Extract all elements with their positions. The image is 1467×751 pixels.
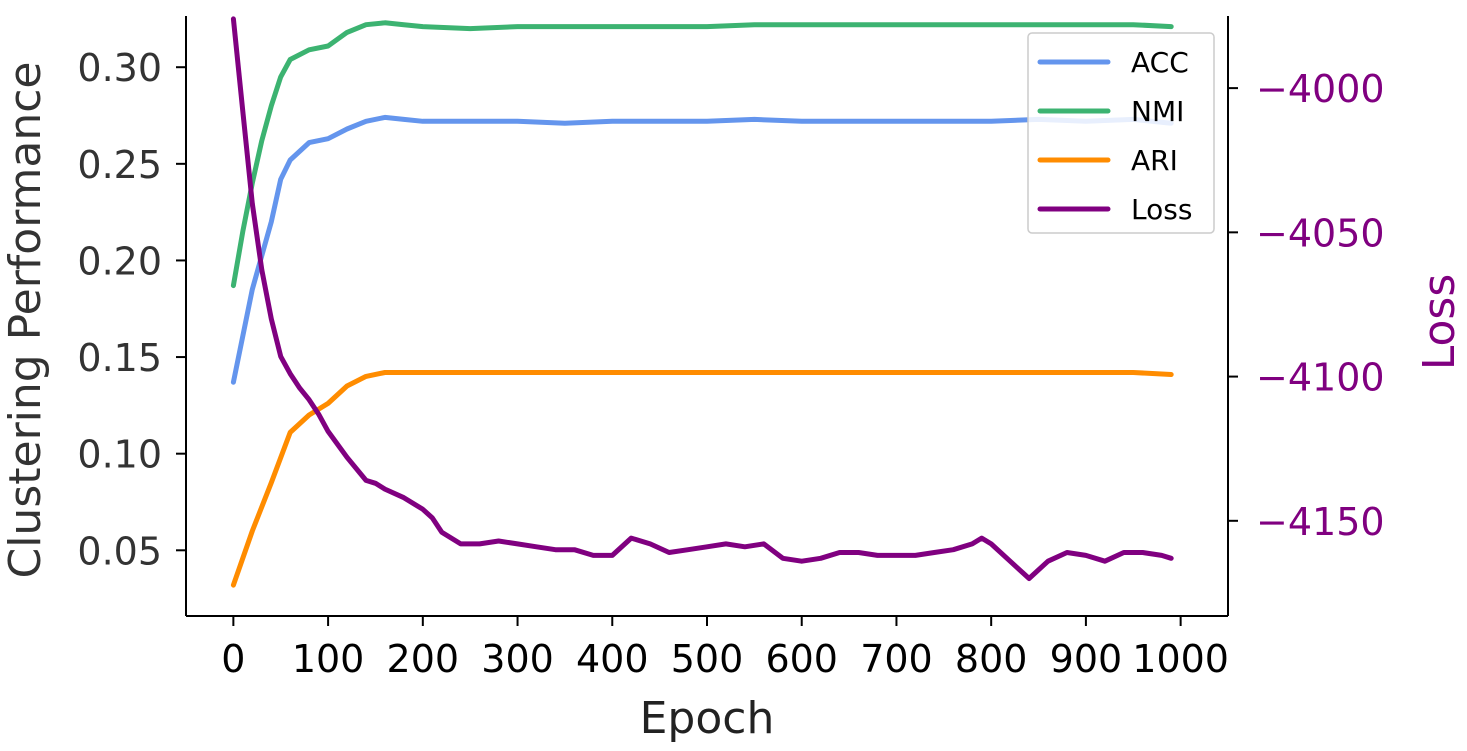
x-tick-label: 200 — [387, 637, 460, 681]
legend: ACC NMI ARI Loss — [1027, 32, 1215, 234]
y-left-tick-label: 0.15 — [77, 336, 162, 380]
y-left-tick-label: 0.30 — [77, 46, 162, 90]
x-tick-label: 700 — [860, 637, 933, 681]
legend-label-ari: ARI — [1131, 144, 1178, 177]
y-right-tick-label: −4050 — [1256, 211, 1385, 255]
x-tick-label: 0 — [221, 637, 245, 681]
x-tick-label: 600 — [765, 637, 838, 681]
x-tick-label: 500 — [671, 637, 744, 681]
y-right-tick-label: −4000 — [1256, 67, 1385, 111]
x-tick-label: 800 — [955, 637, 1028, 681]
y-axis-label-right: Loss — [1414, 274, 1465, 371]
y-right-tick-label: −4150 — [1256, 500, 1385, 544]
legend-label-acc: ACC — [1131, 46, 1189, 79]
series-line-nmi — [230, 20, 1174, 289]
y-left-tick-label: 0.10 — [77, 433, 162, 477]
y-left-tick-label: 0.25 — [77, 143, 162, 187]
plot-lines — [230, 16, 1174, 588]
ticks: 0 100 200 300 400 500 600 700 800 900 1000 0.05 0.10… — [77, 46, 1384, 681]
y-axis-label-left: Clustering Performance — [0, 61, 51, 578]
y-right-tick-label: −4100 — [1256, 356, 1385, 400]
x-tick-label: 100 — [292, 637, 365, 681]
series-line-loss — [230, 16, 1174, 581]
x-tick-label: 1000 — [1132, 637, 1229, 681]
y-left-tick-label: 0.20 — [77, 239, 162, 283]
legend-label-loss: Loss — [1131, 193, 1192, 226]
legend-label-nmi: NMI — [1131, 95, 1184, 128]
legend-box — [1027, 32, 1215, 234]
series-line-ari — [230, 370, 1174, 588]
x-tick-label: 900 — [1050, 637, 1123, 681]
x-tick-label: 300 — [481, 637, 554, 681]
y-left-tick-label: 0.05 — [77, 529, 162, 573]
x-axis-label: Epoch — [640, 693, 775, 744]
series-line-acc — [230, 114, 1174, 385]
x-tick-label: 400 — [576, 637, 649, 681]
